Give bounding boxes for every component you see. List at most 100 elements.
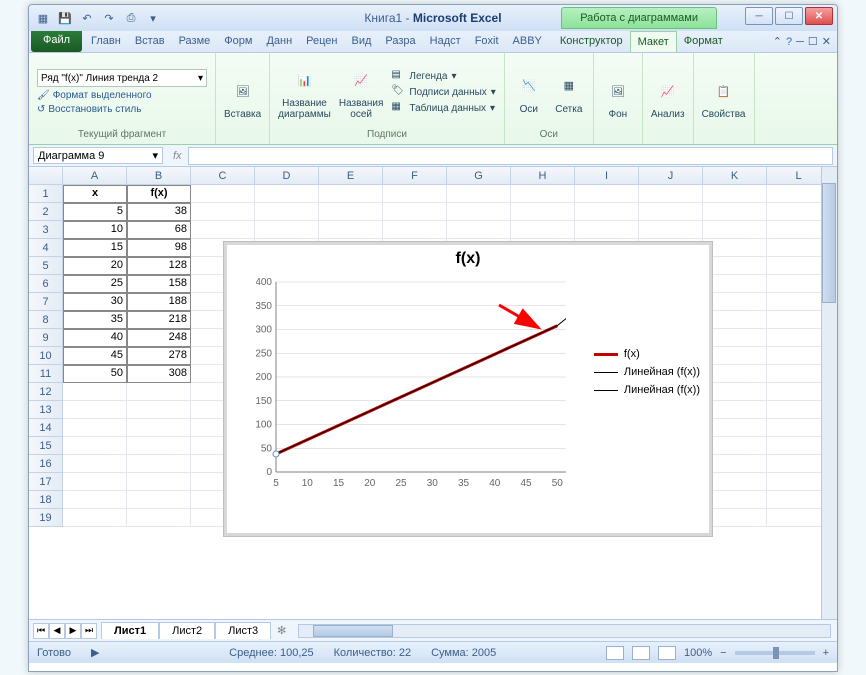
scroll-thumb[interactable] — [313, 625, 393, 637]
row-header[interactable]: 12 — [29, 383, 63, 401]
cell[interactable] — [383, 221, 447, 239]
cell[interactable] — [511, 221, 575, 239]
cell[interactable] — [63, 455, 127, 473]
cell[interactable] — [319, 203, 383, 221]
select-all-corner[interactable] — [29, 167, 63, 184]
new-sheet-button[interactable]: ✻ — [277, 624, 286, 637]
redo-icon[interactable]: ↷ — [101, 10, 117, 26]
undo-icon[interactable]: ↶ — [79, 10, 95, 26]
tab-данн[interactable]: Данн — [259, 31, 299, 52]
cell[interactable]: 98 — [127, 239, 191, 257]
legend-item[interactable]: Линейная (f(x)) — [594, 384, 700, 396]
formula-input[interactable] — [188, 147, 833, 165]
save-icon[interactable]: 💾 — [57, 10, 73, 26]
row-header[interactable]: 8 — [29, 311, 63, 329]
cell[interactable]: f(x) — [127, 185, 191, 203]
tab-abby[interactable]: ABBY — [506, 31, 549, 52]
cell[interactable] — [255, 221, 319, 239]
cell[interactable] — [703, 203, 767, 221]
tab-встав[interactable]: Встав — [128, 31, 172, 52]
row-header[interactable]: 17 — [29, 473, 63, 491]
cell[interactable]: 15 — [63, 239, 127, 257]
cell[interactable] — [127, 455, 191, 473]
sheet-tab[interactable]: Лист2 — [159, 622, 215, 639]
cell[interactable] — [127, 473, 191, 491]
cell[interactable]: 5 — [63, 203, 127, 221]
legend-button[interactable]: ▤Легенда ▾ — [391, 69, 495, 83]
tab-форм[interactable]: Форм — [217, 31, 259, 52]
cell[interactable]: 10 — [63, 221, 127, 239]
tab-формат[interactable]: Формат — [677, 31, 730, 52]
cell[interactable]: 308 — [127, 365, 191, 383]
row-header[interactable]: 4 — [29, 239, 63, 257]
selection-combo[interactable]: Ряд "f(x)" Линия тренда 2▾ — [37, 69, 207, 87]
col-header[interactable]: C — [191, 167, 255, 184]
cell[interactable] — [191, 185, 255, 203]
col-header[interactable]: G — [447, 167, 511, 184]
cell[interactable] — [63, 383, 127, 401]
cell[interactable]: 25 — [63, 275, 127, 293]
cell[interactable]: 40 — [63, 329, 127, 347]
tab-главн[interactable]: Главн — [84, 31, 128, 52]
cell[interactable]: 278 — [127, 347, 191, 365]
cell[interactable] — [319, 221, 383, 239]
cell[interactable] — [383, 185, 447, 203]
chart-title-button[interactable]: 📊Название диаграммы — [278, 64, 331, 120]
background-button[interactable]: 🖼Фон — [602, 75, 634, 120]
properties-button[interactable]: 📋Свойства — [702, 75, 746, 120]
name-box[interactable]: Диаграмма 9▾ — [33, 147, 163, 164]
cell[interactable]: 158 — [127, 275, 191, 293]
col-header[interactable]: H — [511, 167, 575, 184]
col-header[interactable]: J — [639, 167, 703, 184]
sheet-tab[interactable]: Лист3 — [215, 622, 271, 639]
cell[interactable] — [575, 203, 639, 221]
cell[interactable] — [63, 419, 127, 437]
cell[interactable] — [255, 185, 319, 203]
file-tab[interactable]: Файл — [31, 31, 82, 52]
wb-min-icon[interactable]: ─ — [796, 36, 804, 48]
zoom-slider[interactable] — [735, 651, 815, 655]
row-header[interactable]: 2 — [29, 203, 63, 221]
cell[interactable]: 50 — [63, 365, 127, 383]
row-header[interactable]: 1 — [29, 185, 63, 203]
cell[interactable] — [383, 203, 447, 221]
worksheet[interactable]: ABCDEFGHIJKL 123456789101112131415161718… — [29, 167, 837, 619]
cell[interactable] — [127, 437, 191, 455]
wb-max-icon[interactable]: ☐ — [808, 35, 818, 48]
cell[interactable]: 30 — [63, 293, 127, 311]
reset-style-button[interactable]: ↺Восстановить стиль — [37, 104, 207, 115]
cell[interactable] — [703, 221, 767, 239]
cell[interactable]: 68 — [127, 221, 191, 239]
cell[interactable] — [447, 203, 511, 221]
tab-вид[interactable]: Вид — [345, 31, 379, 52]
cell[interactable] — [63, 491, 127, 509]
cell[interactable] — [191, 221, 255, 239]
tab-конструктор[interactable]: Конструктор — [553, 31, 630, 52]
row-header[interactable]: 11 — [29, 365, 63, 383]
legend-item[interactable]: Линейная (f(x)) — [594, 366, 700, 378]
cell[interactable] — [63, 401, 127, 419]
cell[interactable] — [703, 185, 767, 203]
cell[interactable]: 188 — [127, 293, 191, 311]
data-table-button[interactable]: ▦Таблица данных ▾ — [391, 101, 495, 115]
ribbon-min-icon[interactable]: ⌃ — [773, 35, 782, 48]
row-header[interactable]: 6 — [29, 275, 63, 293]
col-header[interactable]: A — [63, 167, 127, 184]
tab-nav-next[interactable]: ▶ — [65, 623, 81, 639]
cell[interactable] — [127, 491, 191, 509]
row-header[interactable]: 3 — [29, 221, 63, 239]
row-header[interactable]: 19 — [29, 509, 63, 527]
zoom-out-button[interactable]: − — [720, 647, 726, 659]
row-header[interactable]: 16 — [29, 455, 63, 473]
tab-nav-prev[interactable]: ◀ — [49, 623, 65, 639]
scroll-thumb[interactable] — [822, 183, 836, 303]
col-header[interactable]: I — [575, 167, 639, 184]
col-header[interactable]: K — [703, 167, 767, 184]
cell[interactable] — [447, 221, 511, 239]
cell[interactable]: 35 — [63, 311, 127, 329]
sheet-tab[interactable]: Лист1 — [101, 622, 159, 639]
cell[interactable] — [255, 203, 319, 221]
row-header[interactable]: 9 — [29, 329, 63, 347]
view-normal-button[interactable] — [606, 646, 624, 660]
col-header[interactable]: D — [255, 167, 319, 184]
